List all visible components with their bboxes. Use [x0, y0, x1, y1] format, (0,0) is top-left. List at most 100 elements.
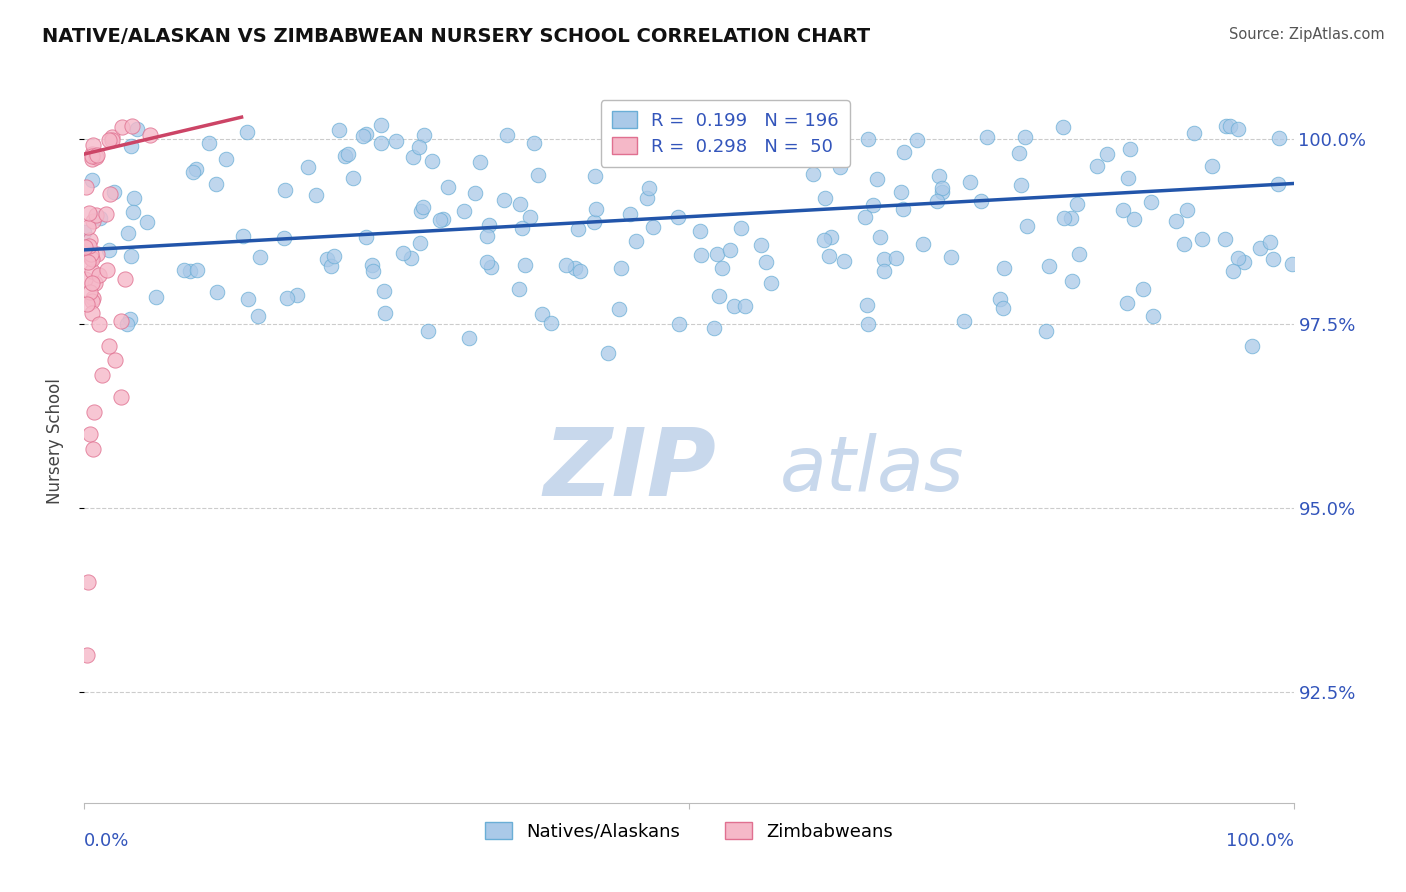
Point — [121, 120, 143, 134]
Point — [853, 210, 876, 224]
Point — [706, 246, 728, 260]
Point — [1010, 178, 1032, 193]
Point — [820, 230, 842, 244]
Point — [891, 202, 914, 216]
Point — [87, 317, 110, 331]
Point — [76, 648, 98, 663]
Point — [775, 119, 797, 133]
Point — [707, 289, 730, 303]
Point — [1175, 203, 1198, 218]
Point — [238, 292, 260, 306]
Point — [285, 288, 308, 302]
Point — [110, 390, 132, 404]
Point — [429, 213, 451, 227]
Point — [399, 251, 422, 265]
Point — [352, 129, 374, 144]
Point — [409, 204, 432, 219]
Point — [496, 128, 519, 143]
Point — [509, 197, 531, 211]
Point — [79, 427, 101, 442]
Point — [492, 194, 515, 208]
Point — [145, 290, 167, 304]
Point — [866, 171, 889, 186]
Point — [1226, 251, 1249, 265]
Point — [186, 262, 208, 277]
Point — [668, 317, 690, 331]
Point — [527, 168, 550, 182]
Point — [173, 262, 195, 277]
Point — [82, 291, 104, 305]
Point — [540, 316, 562, 330]
Point — [246, 309, 269, 323]
Point — [80, 293, 103, 308]
Point — [893, 145, 915, 160]
Point — [86, 150, 108, 164]
Point — [86, 246, 108, 260]
Point — [103, 186, 125, 200]
Point — [832, 254, 855, 268]
Point — [510, 220, 533, 235]
Point — [333, 149, 356, 163]
Point — [276, 291, 298, 305]
Point — [1268, 131, 1291, 145]
Point — [197, 136, 219, 151]
Point — [583, 169, 606, 183]
Point — [136, 215, 159, 229]
Point — [1164, 213, 1187, 227]
Point — [87, 268, 110, 282]
Point — [315, 252, 337, 266]
Point — [555, 258, 578, 272]
Point — [82, 152, 104, 166]
Point — [117, 226, 139, 240]
Point — [1118, 142, 1140, 156]
Point — [361, 264, 384, 278]
Point — [643, 220, 665, 235]
Point — [567, 221, 589, 235]
Text: NATIVE/ALASKAN VS ZIMBABWEAN NURSERY SCHOOL CORRELATION CHART: NATIVE/ALASKAN VS ZIMBABWEAN NURSERY SCH… — [42, 27, 870, 45]
Point — [89, 211, 111, 226]
Point — [79, 285, 101, 299]
Point — [1112, 203, 1135, 218]
Point — [75, 180, 97, 194]
Point — [884, 252, 907, 266]
Point — [813, 127, 835, 141]
Point — [703, 321, 725, 335]
Point — [360, 258, 382, 272]
Point — [905, 133, 928, 147]
Point — [582, 214, 605, 228]
Point — [890, 186, 912, 200]
Point — [418, 324, 440, 338]
Point — [118, 312, 141, 326]
Point — [931, 185, 953, 199]
Point — [993, 260, 1015, 275]
Point — [75, 272, 97, 286]
Point — [475, 229, 498, 244]
Point — [83, 405, 105, 419]
Point — [475, 255, 498, 269]
Point — [97, 339, 120, 353]
Point — [401, 150, 423, 164]
Point — [619, 207, 641, 221]
Point — [856, 298, 879, 312]
Point — [328, 123, 350, 137]
Point — [873, 252, 896, 267]
Point — [370, 136, 392, 150]
Point — [976, 129, 998, 144]
Point — [374, 306, 396, 320]
Point — [82, 214, 104, 228]
Point — [869, 230, 891, 244]
Point — [513, 258, 536, 272]
Point — [321, 259, 343, 273]
Point — [925, 194, 948, 208]
Point — [437, 180, 460, 194]
Point — [912, 237, 935, 252]
Point — [607, 123, 630, 137]
Point — [508, 282, 530, 296]
Point — [305, 188, 328, 202]
Point — [104, 353, 127, 368]
Point — [420, 153, 443, 168]
Point — [98, 133, 121, 147]
Point — [730, 221, 752, 235]
Point — [207, 285, 229, 300]
Point — [354, 128, 377, 142]
